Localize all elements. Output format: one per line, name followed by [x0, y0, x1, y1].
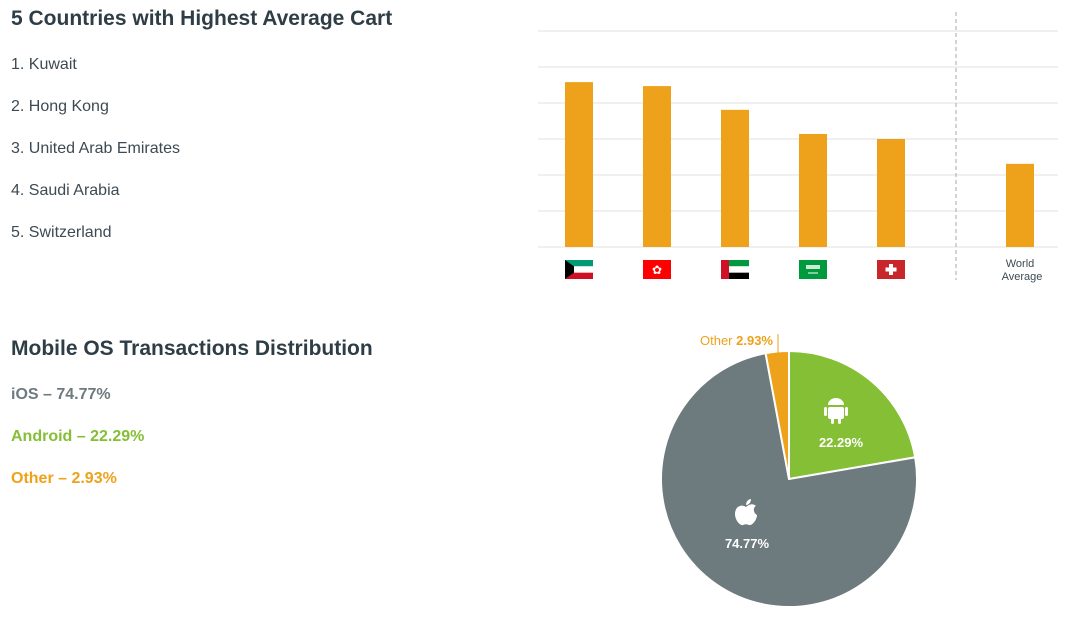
stripe [565, 272, 593, 279]
arm [824, 407, 827, 416]
bar-switzerland [877, 139, 905, 247]
script [806, 265, 820, 269]
android-icon [824, 398, 848, 424]
leaf [746, 499, 751, 505]
cart-title: 5 Countries with Highest Average Cart [11, 7, 393, 30]
flag-hong-kong-icon: ✿ [643, 260, 671, 279]
ranking-item: 4. Saudi Arabia [11, 182, 120, 199]
ranking-item: 2. Hong Kong [11, 98, 109, 115]
bar-kuwait [565, 82, 593, 248]
bauhinia: ✿ [652, 263, 662, 277]
bar-chart: ✿ World Average [538, 12, 1058, 283]
stripe [721, 272, 749, 279]
leg [831, 418, 834, 424]
flag-switzerland-icon [877, 260, 905, 279]
bar-hong-kong [643, 86, 671, 247]
bar-united-arab-emirates [721, 109, 749, 247]
pie-slice-other [764, 349, 790, 480]
stripe [721, 266, 749, 273]
pie-slice-ios [660, 351, 918, 608]
field [799, 260, 827, 279]
bar-world-average [1006, 163, 1034, 247]
bar-saudi-arabia [799, 133, 827, 247]
stripe [721, 260, 729, 279]
cross [885, 267, 897, 272]
field [643, 260, 671, 279]
os-legend-item: iOS – 74.77% [11, 386, 111, 403]
pie-slice-android [788, 349, 917, 481]
stripe [565, 260, 593, 267]
android-percent-label: 22.29% [819, 435, 864, 450]
flag-saudi-arabia-icon [799, 260, 827, 279]
ranking-item: 1. Kuwait [11, 56, 77, 73]
stripe [721, 260, 749, 267]
leg [838, 418, 841, 424]
arm [845, 407, 848, 416]
flag-kuwait-icon [565, 260, 593, 279]
ranking-item: 3. United Arab Emirates [11, 140, 180, 157]
other-label: Other 2.93% [700, 333, 773, 348]
os-legend-item: Android – 22.29% [11, 428, 145, 445]
apple-icon [735, 499, 757, 526]
head [828, 398, 844, 405]
body [828, 407, 844, 419]
ios-percent-label: 74.77% [725, 536, 770, 551]
ranking-item: 5. Switzerland [11, 224, 112, 241]
stripe [565, 266, 593, 273]
os-title: Mobile OS Transactions Distribution [11, 337, 373, 360]
os-legend-item: Other – 2.93% [11, 470, 117, 487]
world-average-label: World Average [1002, 258, 1043, 283]
apple [735, 504, 757, 526]
trapezoid [565, 260, 574, 279]
flag-uae-icon [721, 260, 749, 279]
